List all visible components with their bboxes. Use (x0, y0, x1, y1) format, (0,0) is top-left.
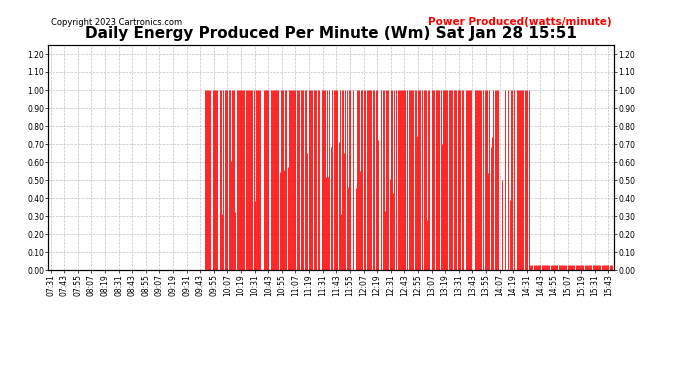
Text: Copyright 2023 Cartronics.com: Copyright 2023 Cartronics.com (51, 18, 182, 27)
Text: Daily Energy Produced Per Minute (Wm) Sat Jan 28 15:51: Daily Energy Produced Per Minute (Wm) Sa… (86, 26, 577, 41)
Text: Power Produced(watts/minute): Power Produced(watts/minute) (428, 17, 611, 27)
